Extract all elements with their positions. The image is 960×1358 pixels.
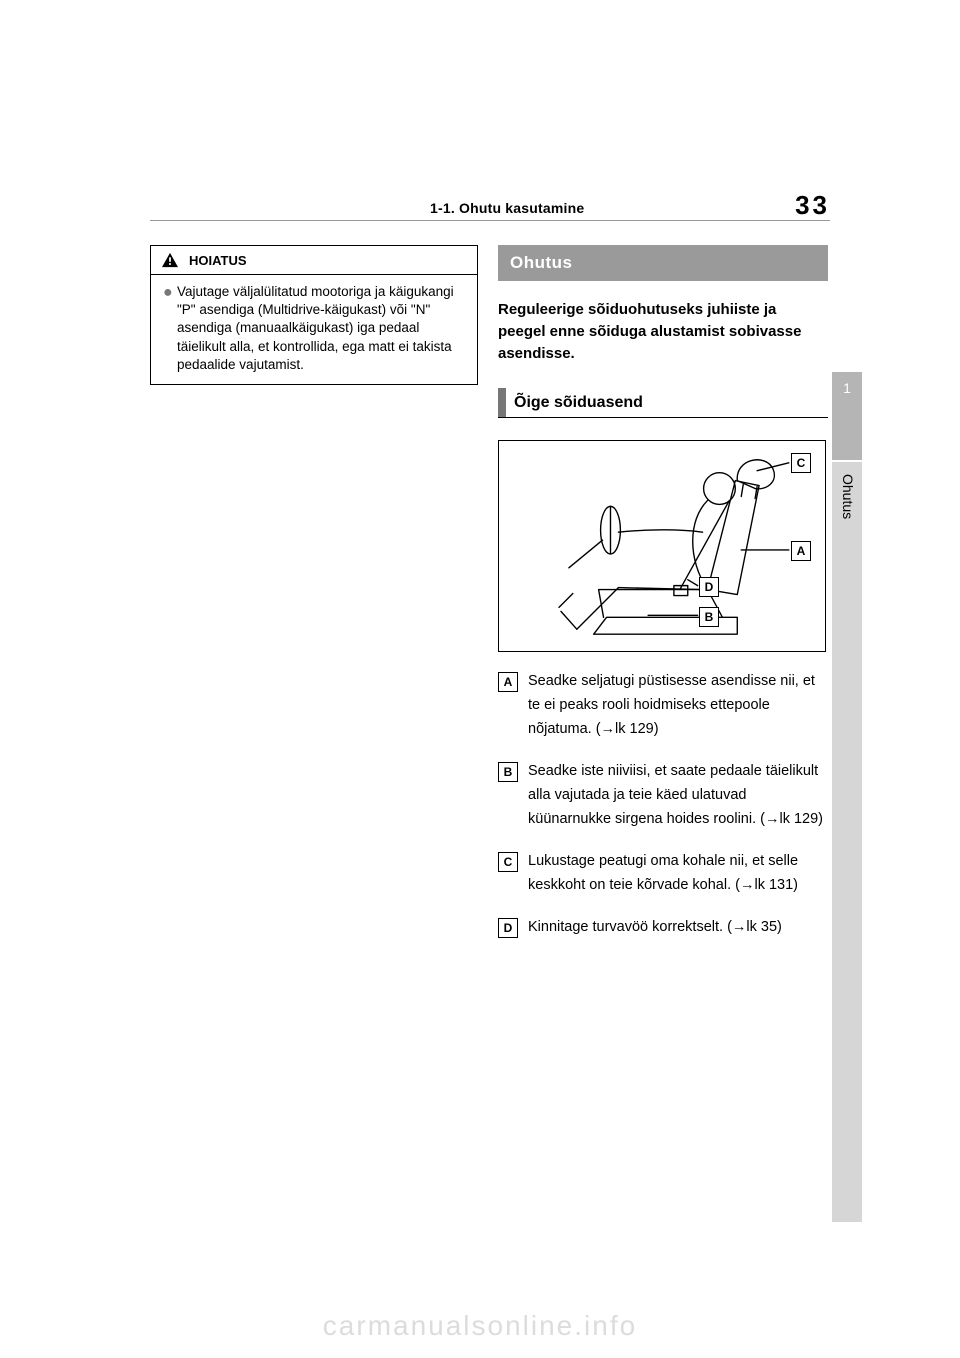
warning-body: ● Vajutage väljalülitatud mootoriga ja k… — [151, 275, 477, 384]
diagram-callout-c: C — [791, 453, 811, 473]
subsection-title: Õige sõiduasend — [506, 388, 828, 417]
diagram-callout-a: A — [791, 541, 811, 561]
side-tab-chapter-label: Ohutus — [832, 462, 862, 1222]
warning-title: HOIATUS — [189, 253, 247, 268]
item-letter: A — [498, 672, 518, 692]
item-text: Seadke seljatugi püstisesse asendisse ni… — [528, 673, 815, 737]
warning-box: HOIATUS ● Vajutage väljalülitatud mootor… — [150, 245, 478, 385]
list-item: B Seadke iste niiviisi, et saate pedaale… — [498, 760, 828, 832]
subsection-header: Õige sõiduasend — [498, 388, 828, 418]
item-text: Lukustage peatugi oma kohale nii, et sel… — [528, 853, 798, 893]
item-letter: D — [498, 918, 518, 938]
warning-header: HOIATUS — [151, 246, 477, 275]
diagram-callout-b: B — [699, 607, 719, 627]
warning-triangle-icon — [161, 252, 179, 268]
warning-body-text: Vajutage väljalülitatud mootoriga ja käi… — [177, 283, 465, 374]
side-tab-chapter-number: 1 — [832, 372, 862, 460]
item-text: Kinnitage turvavöö korrektselt. (→lk 35) — [528, 919, 782, 935]
item-letter: B — [498, 762, 518, 782]
header-page-number: 33 — [795, 190, 830, 221]
seat-diagram: C A D B — [498, 440, 826, 652]
list-item: C Lukustage peatugi oma kohale nii, et s… — [498, 850, 828, 898]
header-section-path: 1-1. Ohutu kasutamine — [430, 200, 584, 216]
diagram-callout-d: D — [699, 577, 719, 597]
bullet-icon: ● — [163, 285, 173, 301]
watermark-text: carmanualsonline.info — [0, 1310, 960, 1342]
section-intro: Reguleerige sõiduohutuseks juhiiste ja p… — [498, 297, 828, 366]
item-text: Seadke iste niiviisi, et saate pedaale t… — [528, 763, 823, 827]
subsection-accent-bar — [498, 388, 506, 417]
item-letter: C — [498, 852, 518, 872]
list-item: A Seadke seljatugi püstisesse asendisse … — [498, 670, 828, 742]
left-column: HOIATUS ● Vajutage väljalülitatud mootor… — [150, 245, 478, 385]
list-item: D Kinnitage turvavöö korrektselt. (→lk 3… — [498, 916, 828, 940]
manual-page: 1-1. Ohutu kasutamine 33 HOIATUS ● Vajut… — [0, 0, 960, 1358]
header-divider — [150, 220, 830, 221]
section-title-bar: Ohutus — [498, 245, 828, 281]
seat-diagram-svg — [499, 441, 825, 651]
right-column: Ohutus Reguleerige sõiduohutuseks juhiis… — [498, 245, 828, 940]
